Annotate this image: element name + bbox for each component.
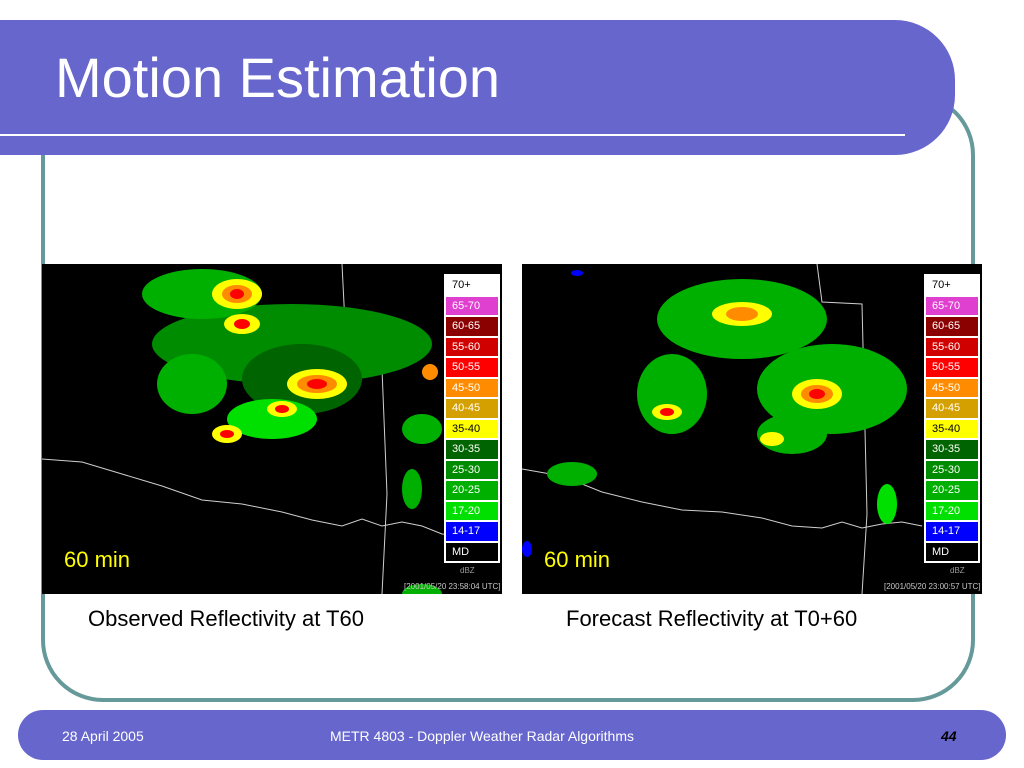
footer-date: 28 April 2005 — [62, 728, 144, 744]
slide-title: Motion Estimation — [55, 46, 501, 109]
echo-green — [152, 304, 432, 384]
echo-green — [402, 469, 422, 509]
echo-green — [157, 354, 227, 414]
reflectivity-echoes — [142, 269, 442, 594]
legend-swatch: 55-60 — [446, 337, 498, 356]
observed-radar-map — [42, 264, 463, 594]
time-label: 60 min — [544, 547, 611, 572]
observed-radar-image: 70+ 65-70 60-65 55-60 50-55 45-50 40-45 35-40 30… — [42, 264, 502, 594]
legend-swatch: 50-55 — [446, 358, 498, 377]
footer-bar — [18, 710, 1006, 760]
legend-swatch: 20-25 — [446, 481, 498, 500]
legend-swatch: 35-40 — [926, 419, 978, 438]
echo-green — [877, 484, 897, 524]
legend-swatch: 60-65 — [446, 317, 498, 336]
legend-swatch: MD — [926, 542, 978, 561]
legend-swatch: 30-35 — [446, 440, 498, 459]
echo-red — [230, 289, 244, 299]
legend-swatch: 40-45 — [926, 399, 978, 418]
echo-green — [402, 414, 442, 444]
timestamp: [2001/05/20 23:00:57 UTC] — [884, 582, 981, 591]
forecast-radar-map — [522, 264, 923, 594]
echo-red — [234, 319, 250, 329]
legend-swatch: 35-40 — [446, 419, 498, 438]
legend-swatch: 70+ — [926, 276, 978, 295]
legend-swatch: 65-70 — [926, 296, 978, 315]
reflectivity-legend: 70+ 65-70 60-65 55-60 50-55 45-50 40-45 35-40 30… — [444, 274, 500, 563]
echo-red — [660, 408, 674, 416]
timestamp: [2001/05/20 23:58:04 UTC] — [404, 582, 501, 591]
echo-red — [275, 405, 289, 413]
unit-label: dBZ — [460, 566, 475, 575]
legend-swatch: 70+ — [446, 276, 498, 295]
forecast-caption: Forecast Reflectivity at T0+60 — [566, 606, 858, 631]
legend-swatch: 14-17 — [446, 522, 498, 541]
legend-swatch: 14-17 — [926, 522, 978, 541]
echo-green — [402, 584, 442, 594]
forecast-radar-image: 70+ 65-70 60-65 55-60 50-55 45-50 40-45 35-40 30… — [522, 264, 982, 594]
footer-course: METR 4803 - Doppler Weather Radar Algori… — [330, 728, 634, 744]
observed-caption: Observed Reflectivity at T60 — [88, 606, 364, 631]
border-line — [816, 264, 868, 594]
title-bar — [0, 20, 955, 155]
echo-red — [307, 379, 327, 389]
echo-blue — [522, 541, 532, 557]
echo-green — [637, 354, 707, 434]
reflectivity-legend: 70+ 65-70 60-65 55-60 50-55 45-50 40-45 35-40 30… — [924, 274, 980, 563]
echo-blue — [571, 270, 583, 276]
echo-orange — [726, 307, 758, 321]
legend-swatch: 50-55 — [926, 358, 978, 377]
echo-yellow — [422, 364, 438, 380]
legend-swatch: 45-50 — [926, 378, 978, 397]
time-label: 60 min — [64, 547, 131, 572]
reflectivity-echoes — [522, 270, 907, 557]
legend-swatch: 45-50 — [446, 378, 498, 397]
legend-swatch: 60-65 — [926, 317, 978, 336]
legend-swatch: 30-35 — [926, 440, 978, 459]
legend-swatch: 40-45 — [446, 399, 498, 418]
echo-red — [220, 430, 234, 438]
echo-red — [809, 389, 825, 399]
echo-green — [547, 462, 597, 486]
legend-swatch: 17-20 — [926, 501, 978, 520]
legend-swatch: 25-30 — [446, 460, 498, 479]
border-line — [522, 468, 923, 529]
legend-swatch: 65-70 — [446, 296, 498, 315]
legend-swatch: 20-25 — [926, 481, 978, 500]
state-borders — [522, 264, 923, 594]
legend-swatch: MD — [446, 542, 498, 561]
border-line — [42, 458, 463, 537]
legend-swatch: 55-60 — [926, 337, 978, 356]
slide-number: 44 — [941, 728, 957, 744]
echo-yellow — [760, 432, 784, 446]
legend-swatch: 17-20 — [446, 501, 498, 520]
legend-swatch: 25-30 — [926, 460, 978, 479]
unit-label: dBZ — [950, 566, 965, 575]
